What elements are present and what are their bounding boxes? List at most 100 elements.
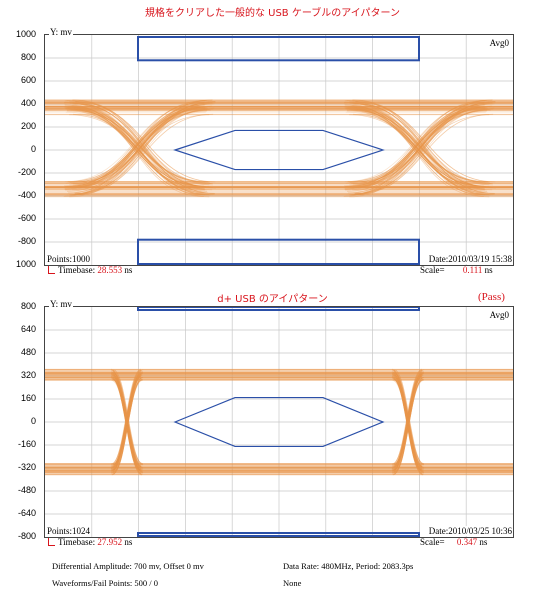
eye-transition-falling — [64, 102, 205, 187]
eye-transition-rising — [393, 376, 425, 473]
chart1-y-tick-label: -600 — [17, 213, 36, 223]
data-rate: Data Rate: 480MHz, Period: 2083.3ps — [283, 561, 414, 571]
eye-transition-rising — [350, 106, 491, 188]
eye-transition-rising — [346, 109, 487, 196]
eye-transition-rising — [348, 109, 489, 183]
chart2-y-tick-label: -160 — [17, 439, 36, 449]
eye-transition-rising — [70, 106, 211, 188]
timebase-marker-icon — [48, 538, 55, 546]
eye-transition-rising — [110, 371, 142, 470]
eye-transition-rising — [72, 99, 213, 184]
eye-transition-falling — [344, 100, 485, 196]
scale-unit: ns — [484, 265, 493, 275]
chart1-y-tick-label: 1000 — [15, 29, 36, 39]
eye-transition-rising — [112, 374, 143, 469]
chart2-y-tick-label: 640 — [20, 324, 36, 334]
timebase-unit: ns — [124, 537, 133, 547]
eye-transition-falling — [73, 113, 214, 196]
chart1-y-tick-label: 1000 — [15, 259, 36, 269]
scale-value: 0.347 — [456, 537, 478, 547]
eye-transition-falling — [74, 101, 215, 195]
fail-status: None — [283, 578, 302, 588]
mask-eye-hexagon — [173, 129, 385, 171]
chart1-avg: Avg0 — [489, 38, 509, 48]
chart2-plot: Y: mv Avg0 Points:1024 Date:2010/03/25 1… — [44, 299, 514, 538]
chart2-scale: Scale= 0.347 ns — [420, 537, 487, 547]
eye-transition-rising — [351, 106, 492, 196]
eye-transition-rising — [391, 371, 423, 470]
chart1-y-tick-label: -200 — [17, 167, 36, 177]
eye-transition-rising — [63, 106, 204, 189]
eye-transition-rising — [74, 103, 215, 194]
mask-bottom — [137, 238, 420, 265]
eye-transition-falling — [67, 106, 208, 183]
scale-label: Scale= — [420, 537, 445, 547]
timebase-label: Timebase: — [58, 537, 96, 547]
eye-transition-falling — [72, 99, 213, 184]
eye-transition-falling — [393, 372, 425, 474]
eye-transition-rising — [64, 102, 205, 187]
chart2-y-axis: 800 640 480 320 160 0 -160 -320 -480 -640 -800 — [0, 301, 40, 547]
chart2-status: (Pass) — [478, 291, 505, 303]
chart1-plot: Y: mv Avg0 Points:1000 Date:2010/03/19 1… — [44, 27, 514, 266]
eye-transition-rising — [73, 108, 214, 188]
eye-transition-falling — [112, 374, 143, 469]
chart1-eye-diagram — [45, 35, 513, 265]
chart1-y-tick-label: 600 — [20, 75, 36, 85]
eye-transition-falling — [352, 99, 493, 184]
chart1-timebase: Timebase: 28.553 ns — [48, 265, 132, 275]
chart2-y-unit: Y: mv — [49, 299, 73, 309]
chart1-y-tick-label: 800 — [20, 52, 36, 62]
timebase-marker-icon — [48, 266, 55, 274]
eye-transition-rising — [66, 109, 207, 196]
chart1-y-unit: Y: mv — [49, 27, 73, 37]
scale-label: Scale= — [420, 265, 445, 275]
timebase-unit: ns — [124, 265, 133, 275]
eye-transition-rising — [64, 101, 205, 183]
chart1-y-tick-label: 400 — [20, 98, 36, 108]
eye-transition-rising — [354, 101, 495, 195]
chart2-y-tick-label: -640 — [17, 508, 36, 518]
eye-transition-rising — [344, 102, 485, 187]
eye-transition-rising — [354, 103, 495, 194]
chart2-y-tick-label: -800 — [17, 531, 36, 541]
chart1-y-axis: 1000 800 600 400 200 0 -200 -400 -600 -800 1000 — [0, 28, 40, 269]
eye-transition-falling — [112, 372, 144, 474]
eye-transition-falling — [347, 106, 488, 183]
scale-value: 0.111 — [462, 265, 483, 275]
chart2-title: d+ USB のアイパターン — [217, 294, 328, 305]
chart2-y-tick-label: -480 — [17, 485, 36, 495]
chart2-points: Points:1024 — [47, 526, 91, 536]
chart1-y-tick-label: -800 — [17, 236, 36, 246]
chart2-eye-diagram — [45, 306, 513, 537]
chart1-y-tick-label: -400 — [17, 190, 36, 200]
eye-transition-rising — [344, 100, 485, 196]
eye-transition-rising — [68, 109, 209, 183]
eye-transition-falling — [344, 101, 485, 183]
eye-transition-rising — [352, 99, 493, 184]
chart2-date: Date:2010/03/25 10:36 — [428, 526, 512, 536]
eye-transition-rising — [73, 113, 214, 196]
timebase-value: 27.952 — [97, 537, 123, 547]
mask-top — [137, 36, 420, 62]
eye-transition-rising — [392, 369, 423, 472]
eye-transition-rising — [71, 106, 212, 196]
chart1-scale: Scale= 0.111 ns — [420, 265, 493, 275]
eye-transition-falling — [353, 113, 494, 196]
eye-transition-rising — [111, 369, 142, 472]
waveforms-fail-points: Waveforms/Fail Points: 500 / 0 — [52, 578, 159, 588]
mask-bottom — [137, 532, 420, 537]
eye-transition-falling — [344, 102, 485, 187]
chart1-points: Points:1000 — [47, 254, 91, 264]
chart2-y-tick-label: -320 — [17, 462, 36, 472]
chart2-avg: Avg0 — [489, 310, 509, 320]
eye-transition-falling — [393, 374, 424, 469]
eye-transition-rising — [353, 108, 494, 188]
scale-unit: ns — [479, 537, 488, 547]
chart2-y-tick-label: 480 — [20, 347, 36, 357]
eye-transition-falling — [64, 101, 205, 183]
eye-transition-rising — [112, 372, 144, 474]
eye-transition-rising — [343, 106, 484, 189]
differential-amplitude: Differential Amplitude: 700 mv, Offset 0… — [52, 561, 204, 571]
chart2-timebase: Timebase: 27.952 ns — [48, 537, 132, 547]
